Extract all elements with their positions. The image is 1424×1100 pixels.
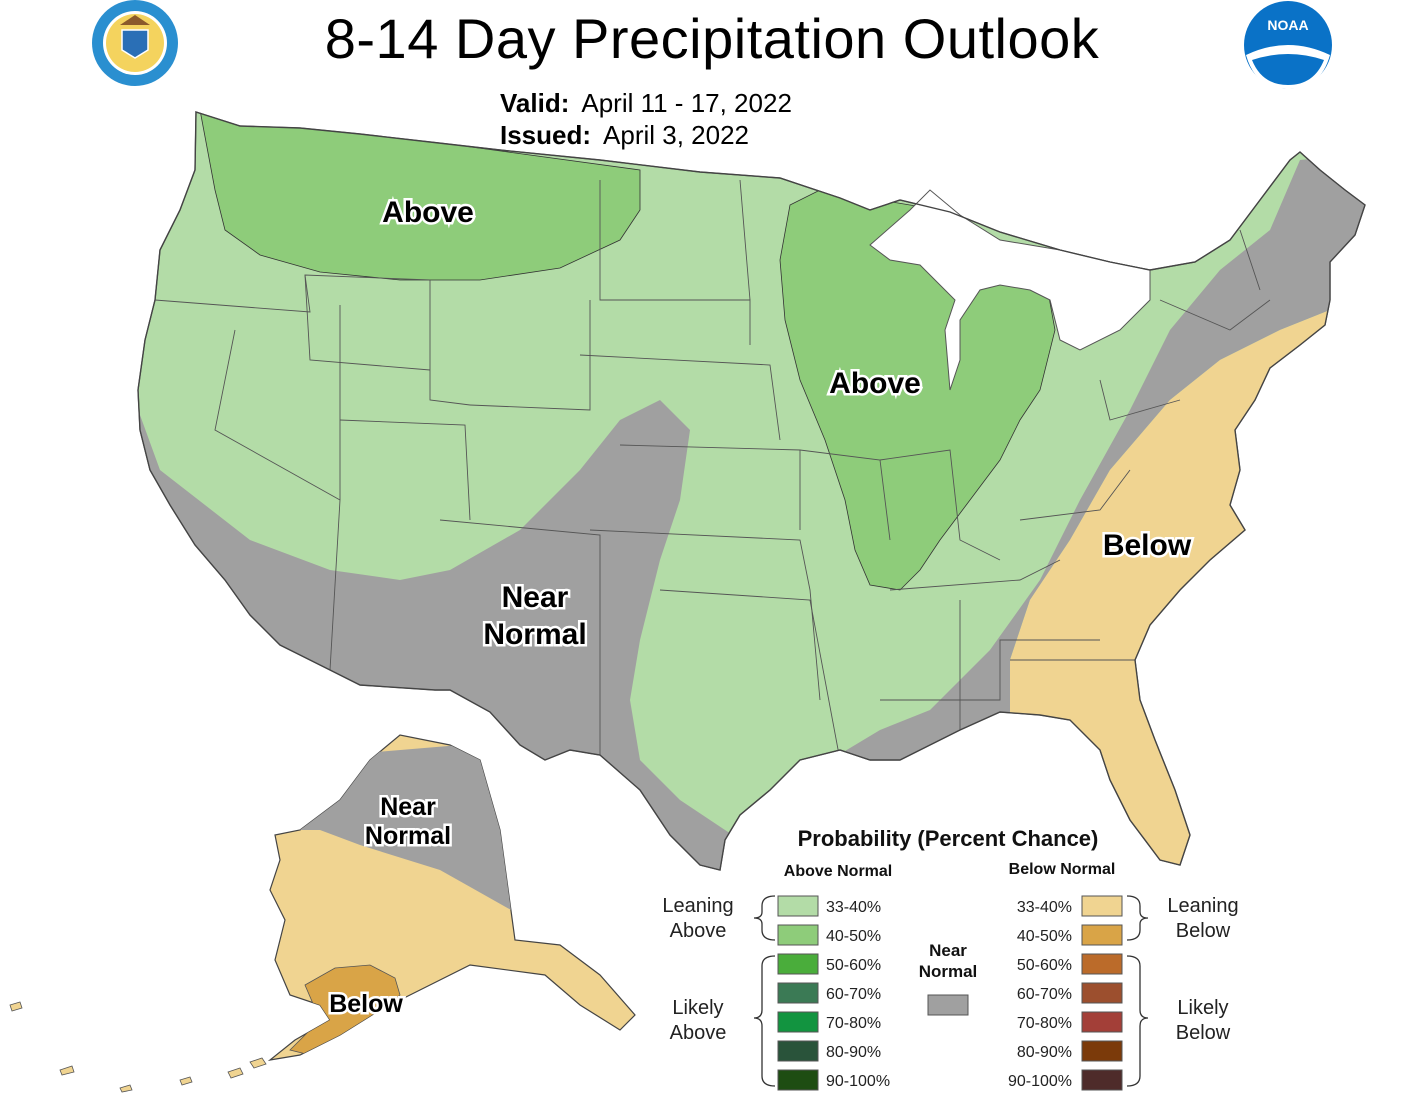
legend-braces	[753, 895, 1149, 1087]
noaa-logo-icon: NOAA	[1244, 1, 1332, 90]
legend-below-swatch	[1081, 924, 1123, 946]
legend-above-range: 40-50%	[826, 928, 881, 945]
map-title: 8-14 Day Precipitation Outlook	[324, 7, 1100, 70]
issued-value: April 3, 2022	[603, 120, 750, 150]
legend-near-normal-swatch	[927, 994, 969, 1016]
legend-below-range: 40-50%	[1017, 928, 1072, 945]
issued-date: Issued: April 3, 2022	[500, 120, 749, 151]
legend-below-range: 70-80%	[1017, 1015, 1072, 1032]
legend-leaning-below-line2: Below	[1176, 920, 1231, 942]
label-midwest-above: Above	[829, 367, 921, 400]
alaska-map	[9, 734, 636, 1093]
legend-below-swatch	[1081, 895, 1123, 917]
legend-near-line1: Near	[929, 941, 967, 960]
legend-near-line2: Normal	[919, 962, 978, 981]
legend-leaning-above-line1: Leaning	[662, 895, 733, 917]
aleutian-islands	[9, 1001, 267, 1093]
legend-below-swatch	[1081, 1069, 1123, 1091]
legend-below-rows: 33-40% 40-50% 50-60% 60-70% 70-80% 80-90% 90-1…	[1008, 895, 1123, 1091]
department-of-commerce-seal-icon	[92, 0, 178, 86]
legend-above-range: 60-70%	[826, 986, 881, 1003]
legend-above-swatch	[777, 953, 819, 975]
legend-above-swatch	[777, 1069, 819, 1091]
legend-above-range: 70-80%	[826, 1015, 881, 1032]
legend-below-range: 60-70%	[1017, 986, 1072, 1003]
legend-above-swatch	[777, 1011, 819, 1033]
conus-map	[137, 111, 1366, 871]
svg-text:NOAA: NOAA	[1267, 17, 1308, 33]
near-normal-east-region	[830, 150, 1365, 800]
valid-value: April 11 - 17, 2022	[581, 88, 792, 118]
great-lakes	[869, 189, 1151, 391]
legend-above-swatch	[777, 1040, 819, 1062]
legend-leaning-above-line2: Above	[670, 920, 727, 942]
label-alaska-below: Below	[329, 990, 403, 1018]
label-southwest-near-line1: Near	[502, 581, 569, 614]
legend-likely-below-line2: Below	[1176, 1022, 1231, 1044]
legend-above-header: Above Normal	[784, 863, 892, 880]
legend-above-range: 50-60%	[826, 957, 881, 974]
legend-below-range: 33-40%	[1017, 899, 1072, 916]
legend-below-range: 80-90%	[1017, 1044, 1072, 1061]
legend-title: Probability (Percent Chance)	[798, 826, 1099, 851]
legend-below-swatch	[1081, 982, 1123, 1004]
legend-below-swatch	[1081, 1011, 1123, 1033]
legend-leaning-below-line1: Leaning	[1167, 895, 1238, 917]
legend-above-swatch	[777, 895, 819, 917]
legend-below-swatch	[1081, 1040, 1123, 1062]
legend-above-rows: 33-40% 40-50% 50-60% 60-70% 70-80% 80-90% 90-1…	[777, 895, 890, 1091]
legend-above-swatch	[777, 982, 819, 1004]
legend-below-header: Below Normal	[1009, 861, 1116, 878]
legend-likely-above-line1: Likely	[672, 997, 723, 1019]
legend-above-range: 90-100%	[826, 1073, 890, 1090]
label-alaska-near-line2: Normal	[365, 822, 451, 850]
valid-dates: Valid: April 11 - 17, 2022	[500, 88, 792, 119]
legend-likely-above-line2: Above	[670, 1022, 727, 1044]
legend-above-range: 80-90%	[826, 1044, 881, 1061]
legend: Probability (Percent Chance) Above Norma…	[662, 826, 1239, 1091]
legend-below-swatch	[1081, 953, 1123, 975]
issued-label: Issued:	[500, 120, 592, 150]
legend-below-range: 90-100%	[1008, 1073, 1072, 1090]
legend-above-swatch	[777, 924, 819, 946]
label-southwest-near-line2: Normal	[483, 618, 586, 651]
label-southeast-below: Below	[1103, 529, 1192, 562]
state-boundaries	[154, 179, 1271, 761]
legend-below-range: 50-60%	[1017, 957, 1072, 974]
valid-label: Valid:	[500, 88, 570, 118]
legend-likely-below-line1: Likely	[1177, 997, 1228, 1019]
conus-outline	[137, 111, 1366, 871]
legend-above-range: 33-40%	[826, 899, 881, 916]
above-northwest-region	[199, 112, 641, 281]
label-alaska-near-line1: Near	[380, 793, 436, 821]
label-northwest-above: Above	[382, 196, 474, 229]
